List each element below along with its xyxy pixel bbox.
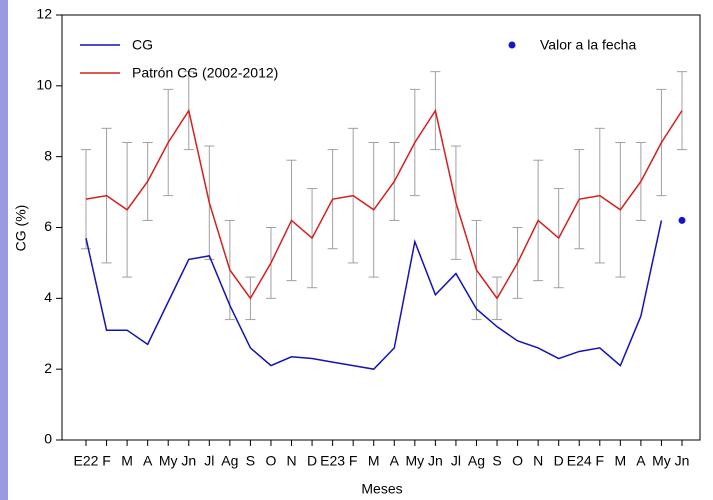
y-tick-label: 8 xyxy=(44,147,52,163)
x-tick-label: M xyxy=(368,453,380,469)
x-tick-label: My xyxy=(159,453,178,469)
x-tick-label: Jl xyxy=(204,453,214,469)
x-tick-label: A xyxy=(390,453,400,469)
x-tick-label: O xyxy=(266,453,277,469)
y-tick-label: 4 xyxy=(44,289,52,305)
x-tick-label: F xyxy=(596,453,605,469)
x-tick-label: F xyxy=(102,453,111,469)
x-tick-label: S xyxy=(246,453,255,469)
y-tick-label: 12 xyxy=(36,6,52,22)
x-tick-label: F xyxy=(349,453,358,469)
x-tick-label: E24 xyxy=(567,453,592,469)
y-tick-label: 2 xyxy=(44,360,52,376)
x-tick-label: A xyxy=(636,453,646,469)
legend-label: CG xyxy=(132,37,153,53)
x-tick-label: Jn xyxy=(675,453,690,469)
y-tick-label: 0 xyxy=(44,431,52,447)
x-axis-label: Meses xyxy=(361,481,402,497)
x-tick-label: My xyxy=(652,453,671,469)
legend-marker xyxy=(508,41,516,49)
x-tick-label: N xyxy=(286,453,296,469)
x-tick-label: M xyxy=(121,453,133,469)
point xyxy=(678,216,686,224)
x-tick-label: D xyxy=(554,453,564,469)
x-tick-label: N xyxy=(533,453,543,469)
x-tick-label: A xyxy=(143,453,153,469)
x-tick-label: M xyxy=(615,453,627,469)
x-tick-label: Ag xyxy=(468,453,485,469)
x-tick-label: Jl xyxy=(451,453,461,469)
x-tick-label: E23 xyxy=(320,453,345,469)
x-tick-label: E22 xyxy=(74,453,99,469)
side-band xyxy=(0,0,8,500)
x-tick-label: Jn xyxy=(181,453,196,469)
y-axis-label: CG (%) xyxy=(13,205,29,252)
series-line xyxy=(85,108,683,300)
legend-label: Patrón CG (2002-2012) xyxy=(132,65,278,81)
y-tick-label: 6 xyxy=(44,218,52,234)
x-tick-label: S xyxy=(492,453,501,469)
x-tick-label: O xyxy=(512,453,523,469)
x-tick-label: Jn xyxy=(428,453,443,469)
x-tick-label: My xyxy=(405,453,424,469)
y-tick-label: 10 xyxy=(36,77,52,93)
x-tick-label: D xyxy=(307,453,317,469)
legend-label: Valor a la fecha xyxy=(540,37,636,53)
series-line xyxy=(85,220,663,370)
x-tick-label: Ag xyxy=(221,453,238,469)
